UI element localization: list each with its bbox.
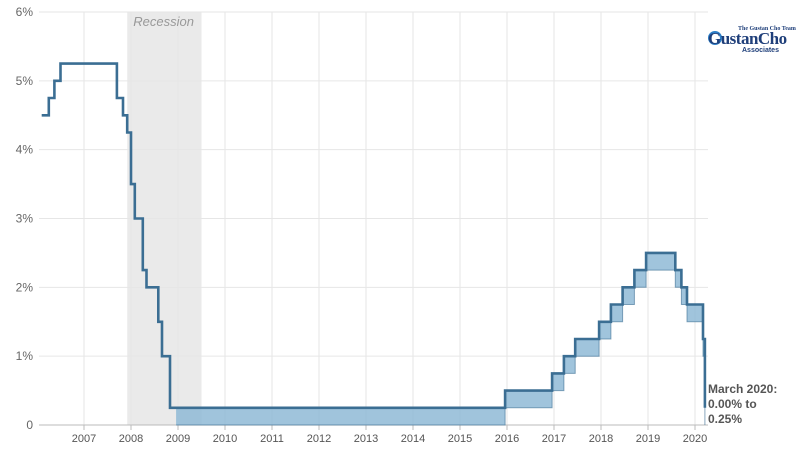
x-tick-label: 2013 <box>354 433 378 445</box>
annotation-line-1: March 2020: <box>708 382 777 396</box>
logo-sub-text: Associates <box>742 47 779 54</box>
y-tick-label: 4% <box>16 143 34 157</box>
x-tick-label: 2008 <box>119 433 143 445</box>
x-tick-label: 2007 <box>72 433 96 445</box>
logo-ring-icon <box>708 31 722 45</box>
recession-label: Recession <box>133 14 194 29</box>
annotation-line-3: 0.25% <box>708 412 742 426</box>
brand-logo: The Gustan Cho Team GustanCho Associates <box>708 26 800 62</box>
x-tick-label: 2009 <box>166 433 190 445</box>
rate-range-band <box>176 252 705 425</box>
x-tick-label: 2017 <box>542 433 566 445</box>
x-tick-label: 2019 <box>636 433 660 445</box>
annotation-line-2: 0.00% to <box>708 397 757 411</box>
series-line-upper-bound <box>41 62 707 410</box>
y-tick-label: 6% <box>16 5 34 19</box>
x-tick-label: 2018 <box>589 433 613 445</box>
x-tick-label: 2016 <box>495 433 519 445</box>
y-tick-label: 2% <box>16 280 34 294</box>
x-axis-ticks: 2007 2008 2009 2010 2011 2012 2013 2014 2015 2016… <box>72 425 707 445</box>
y-tick-label: 1% <box>16 349 34 363</box>
series-group <box>41 62 707 426</box>
x-tick-label: 2011 <box>260 433 284 445</box>
gridlines <box>39 11 708 425</box>
rate-annotation: March 2020: 0.00% to 0.25% <box>708 382 781 426</box>
x-tick-label: 2014 <box>401 433 425 445</box>
x-tick-label: 2012 <box>307 433 331 445</box>
logo-main-text: GustanCho <box>708 29 787 48</box>
logo-small-text: The Gustan Cho Team <box>738 26 796 32</box>
y-tick-label: 3% <box>16 212 34 226</box>
x-tick-label: 2015 <box>448 433 472 445</box>
y-tick-label: 0 <box>26 418 33 432</box>
x-tick-label: 2020 <box>683 433 707 445</box>
y-axis-ticks: 0 1% 2% 3% 4% 5% 6% <box>16 5 34 432</box>
y-tick-label: 5% <box>16 74 34 88</box>
x-tick-label: 2010 <box>213 433 237 445</box>
